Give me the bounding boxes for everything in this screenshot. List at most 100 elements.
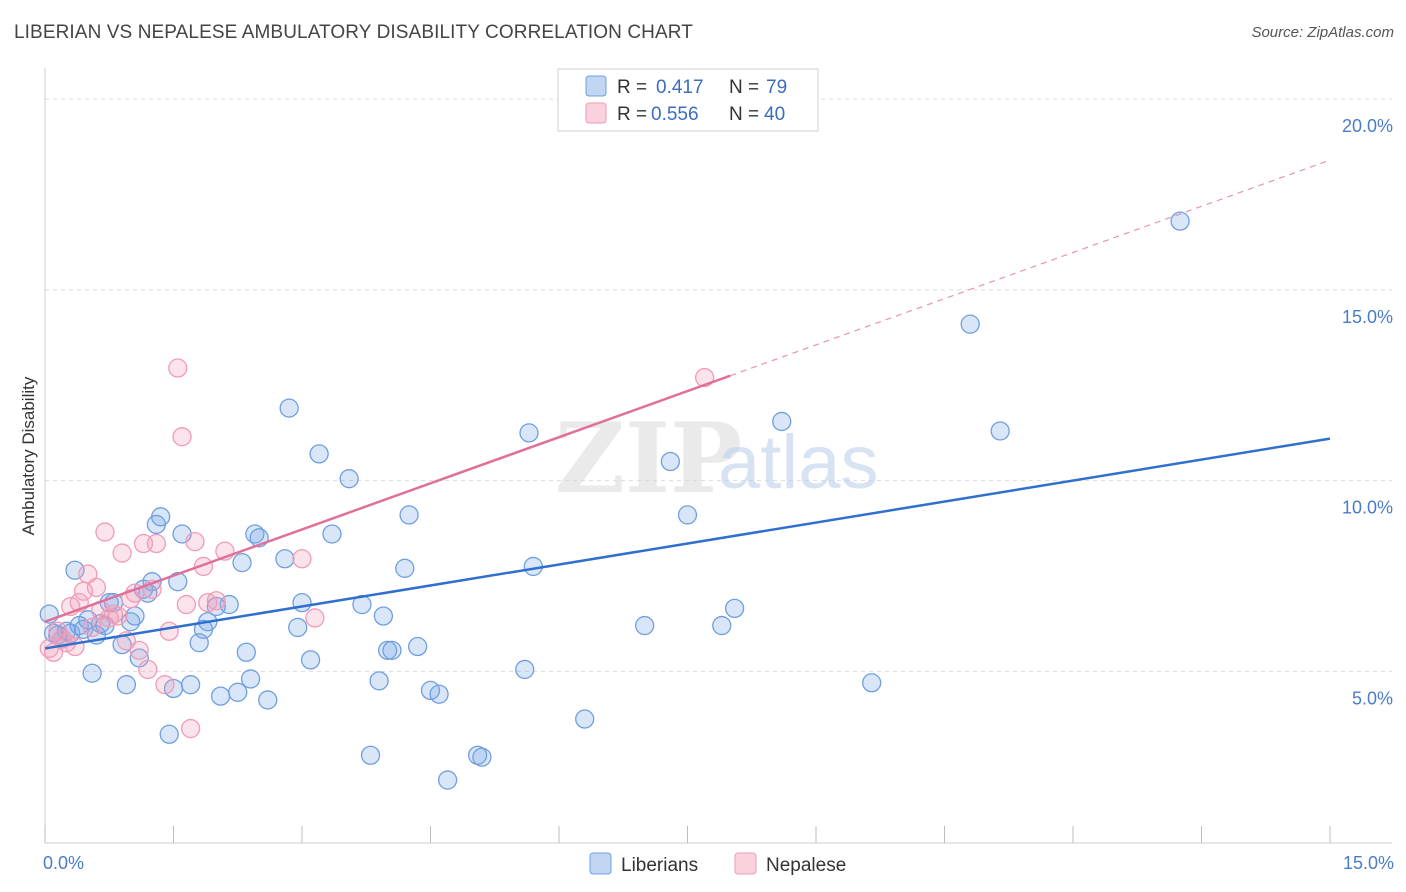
point-liberians (660, 451, 681, 472)
point-liberians (382, 640, 402, 660)
point-liberians (210, 686, 231, 706)
y-tick-label: 15.0% (1342, 307, 1393, 327)
point-nepalese (172, 427, 192, 447)
point-liberians (407, 636, 428, 657)
point-liberians (300, 650, 321, 670)
legend-swatch-liberians (589, 852, 612, 875)
legend-swatch-liberians (585, 75, 607, 97)
point-liberians (150, 507, 171, 527)
legend-r-label: R = (617, 77, 647, 98)
x-tick-label: 15.0% (1343, 853, 1394, 873)
point-nepalese (155, 675, 175, 695)
legend-bottom: Liberians Nepalese (589, 852, 846, 876)
point-nepalese (206, 591, 226, 611)
trend-lines (44, 159, 1331, 650)
point-liberians (369, 671, 389, 691)
point-liberians (236, 642, 256, 662)
point-liberians (125, 606, 145, 626)
watermark-atlas: atlas (718, 420, 879, 505)
point-liberians (712, 615, 732, 636)
point-nepalese (108, 606, 128, 626)
point-liberians (240, 669, 261, 689)
point-liberians (772, 411, 792, 432)
legend-top: R = 0.417 N = 79 R = 0.556 N = 40 (557, 68, 819, 132)
legend-n-label: N = (729, 77, 759, 98)
point-liberians (724, 598, 745, 619)
point-nepalese (95, 522, 115, 542)
y-tick-label: 5.0% (1352, 688, 1393, 708)
point-liberians (862, 673, 882, 693)
legend-swatch-nepalese (585, 102, 607, 124)
grid-lines (45, 98, 1392, 672)
legend-r-label: R = (617, 104, 647, 125)
legend-label-nepalese: Nepalese (766, 855, 846, 876)
point-liberians (378, 640, 398, 660)
legend-r-value-liberians: 0.417 (656, 77, 704, 98)
point-nepalese (292, 549, 312, 569)
point-nepalese (185, 531, 205, 552)
point-liberians (395, 558, 415, 578)
point-liberians (82, 663, 102, 683)
point-liberians (575, 709, 595, 729)
legend-r-value-nepalese: 0.556 (651, 104, 699, 125)
point-liberians (168, 572, 188, 592)
watermark-zip: ZIP (555, 402, 742, 515)
point-nepalese (112, 543, 132, 563)
point-liberians (515, 659, 535, 680)
point-liberians (292, 593, 312, 613)
point-liberians (258, 690, 278, 710)
point-liberians (322, 524, 342, 544)
y-axis-label: Ambulatory Disability (19, 376, 38, 535)
point-liberians (990, 421, 1010, 441)
point-nepalese (86, 577, 107, 598)
trend-line-liberians (44, 437, 1331, 650)
trend-line-nepalese (44, 374, 731, 623)
legend-label-liberians: Liberians (621, 855, 698, 876)
axes (44, 68, 1392, 844)
point-nepalese (159, 621, 179, 641)
point-nepalese (146, 533, 167, 554)
point-liberians (472, 747, 492, 767)
point-liberians (429, 684, 449, 704)
point-liberians (232, 552, 252, 573)
legend-swatch-nepalese (734, 852, 757, 875)
point-liberians (309, 444, 329, 464)
point-liberians (399, 505, 419, 525)
point-liberians (339, 469, 359, 489)
legend-n-label: N = (729, 104, 759, 125)
tick-labels: 5.0% 10.0% 15.0% 20.0% 0.0% 15.0% (43, 116, 1394, 873)
source-credit: Source: ZipAtlas.com (1251, 24, 1394, 41)
point-nepalese (82, 617, 102, 638)
point-liberians (373, 606, 394, 626)
point-liberians (228, 682, 248, 702)
point-liberians (116, 675, 137, 695)
point-liberians (279, 398, 299, 418)
trend-extension-nepalese (730, 159, 1331, 377)
point-liberians (1170, 211, 1190, 231)
chart-title: LIBERIAN VS NEPALESE AMBULATORY DISABILI… (14, 22, 693, 43)
y-tick-label: 20.0% (1342, 116, 1393, 136)
point-liberians (360, 745, 381, 765)
y-tick-label: 10.0% (1342, 498, 1393, 518)
legend-box (557, 68, 819, 132)
legend-n-value-nepalese: 40 (764, 104, 785, 125)
point-liberians (635, 615, 655, 636)
point-nepalese (65, 636, 85, 657)
point-liberians (677, 505, 698, 525)
point-nepalese (138, 659, 158, 680)
point-nepalese (168, 358, 188, 378)
point-nepalese (129, 640, 149, 660)
point-liberians (180, 675, 201, 695)
watermark: ZIP atlas (555, 402, 879, 515)
point-liberians (519, 423, 539, 443)
point-liberians (288, 617, 308, 638)
point-liberians (275, 549, 295, 569)
point-nepalese (180, 718, 201, 739)
point-nepalese (176, 594, 197, 615)
point-liberians (960, 314, 980, 334)
point-liberians (159, 724, 179, 744)
point-nepalese (305, 608, 325, 628)
legend-n-value-liberians: 79 (766, 77, 787, 98)
x-tick-label: 0.0% (43, 853, 84, 873)
point-liberians (437, 770, 458, 790)
